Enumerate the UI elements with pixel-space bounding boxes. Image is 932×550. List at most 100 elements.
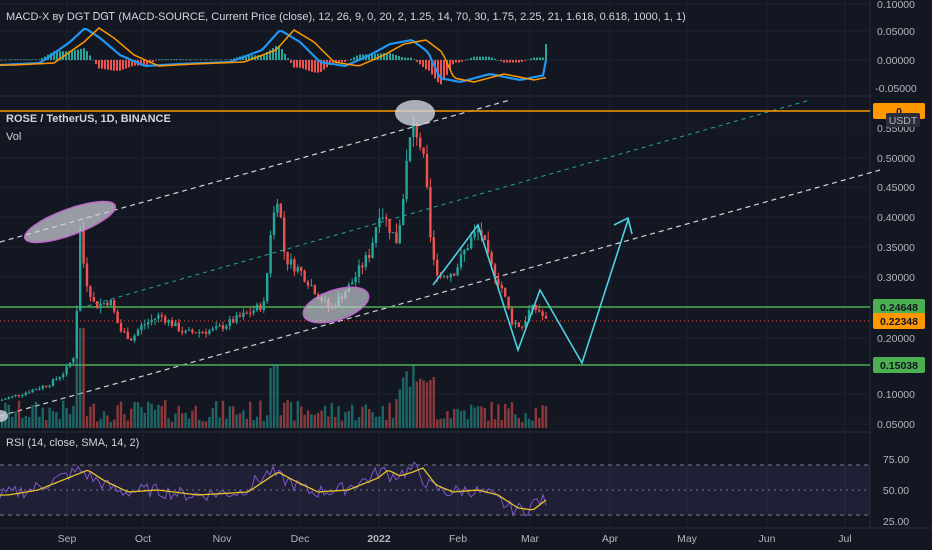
volume-bar <box>408 386 412 428</box>
candle-body <box>191 329 194 333</box>
volume-bar <box>235 414 238 428</box>
macd-histogram-bar <box>86 51 88 60</box>
volume-bar <box>490 401 493 428</box>
candle-body <box>357 265 361 277</box>
volume-bar <box>130 408 133 428</box>
macd-histogram-bar <box>467 59 469 60</box>
volume-bar <box>221 400 225 428</box>
volume-bar <box>402 377 405 428</box>
macd-histogram-bar <box>245 55 247 60</box>
macd-histogram-bar <box>53 51 55 60</box>
volume-bar <box>514 414 517 428</box>
candle-body <box>269 235 272 274</box>
volume-bar <box>245 418 248 428</box>
macd-histogram-bar <box>410 57 412 60</box>
volume-bar <box>456 408 459 428</box>
macd-histogram-bar <box>164 59 166 60</box>
volume-bar <box>92 403 95 428</box>
candle-body <box>408 137 412 161</box>
candle-body <box>65 366 68 375</box>
volume-bar <box>310 414 313 428</box>
time-tick-label: Jun <box>759 533 776 545</box>
macd-histogram-bar <box>128 60 130 68</box>
candle-body <box>106 302 109 306</box>
macd-histogram-bar <box>71 50 73 60</box>
candle-body <box>538 309 541 312</box>
candle-body <box>432 237 435 260</box>
candle-body <box>272 212 276 236</box>
volume-bar <box>167 418 170 428</box>
macd-histogram-bar <box>188 59 190 60</box>
macd-histogram-bar <box>74 50 76 60</box>
candle-body <box>470 237 473 249</box>
candle-body <box>89 286 92 298</box>
macd-histogram-bar <box>512 60 514 63</box>
candle-body <box>21 394 24 396</box>
macd-histogram-bar <box>542 57 544 60</box>
candle-body <box>24 392 27 395</box>
volume-bar <box>476 406 480 428</box>
macd-histogram-bar <box>173 59 175 60</box>
macd-histogram-bar <box>182 59 184 60</box>
volume-bar <box>313 414 316 428</box>
candle-body <box>150 319 153 323</box>
macd-histogram-bar <box>452 60 454 65</box>
rsi-title: RSI (14, close, SMA, 14, 2) <box>6 437 139 449</box>
rsi-tick-label: 25.00 <box>883 516 909 528</box>
candle-body <box>300 267 303 271</box>
macd-histogram-bar <box>41 58 43 60</box>
volume-bar <box>276 364 279 428</box>
candle-body <box>310 285 313 287</box>
candle-body <box>354 276 357 283</box>
volume-bar <box>388 402 391 428</box>
time-tick-label: May <box>677 533 698 545</box>
candle-body <box>11 396 14 398</box>
macd-histogram-bar <box>527 59 529 61</box>
price-tick-label: 0.20000 <box>877 333 915 345</box>
macd-histogram-bar <box>545 44 547 60</box>
volume-bar <box>194 405 197 428</box>
candle-body <box>483 235 486 240</box>
macd-histogram-bar <box>101 60 103 69</box>
volume-bar <box>157 404 160 428</box>
volume-bar <box>293 420 296 428</box>
macd-histogram-bar <box>2 59 4 61</box>
rsi-tick-label: 50.00 <box>883 485 909 497</box>
macd-histogram-bar <box>491 57 493 60</box>
volume-bar <box>116 405 119 428</box>
macd-histogram-bar <box>440 60 442 85</box>
volume-bar <box>371 412 374 428</box>
time-tick-label: Dec <box>291 533 310 545</box>
candle-body <box>351 282 354 285</box>
time-tick-label: Apr <box>602 533 619 545</box>
volume-bar <box>75 328 78 428</box>
macd-histogram-bar <box>533 57 535 60</box>
candle-body <box>72 358 75 363</box>
volume-bar <box>259 400 262 428</box>
macd-histogram-bar <box>539 57 541 60</box>
macd-histogram-bar <box>524 60 526 61</box>
candle-body <box>266 273 269 302</box>
macd-histogram-bar <box>260 55 262 60</box>
candle-body <box>215 326 218 329</box>
candle-body <box>283 217 286 252</box>
macd-histogram-bar <box>386 53 388 60</box>
candle-body <box>232 319 235 323</box>
macd-histogram-bar <box>17 59 19 60</box>
volume-bar <box>361 406 364 428</box>
price-tag-label: 0.15038 <box>880 360 918 372</box>
macd-histogram-bar <box>392 54 394 60</box>
candle-body <box>75 310 78 359</box>
candle-body <box>177 322 180 331</box>
macd-histogram-bar <box>446 60 448 75</box>
volume-bar <box>89 406 92 428</box>
macd-histogram-bar <box>506 60 508 63</box>
volume-bar <box>480 406 483 428</box>
volume-bar <box>225 418 228 428</box>
candle-body <box>524 321 527 328</box>
candle-body <box>361 265 364 268</box>
macd-histogram-bar <box>212 59 214 60</box>
price-tick-label: 0.45000 <box>877 182 915 194</box>
candle-body <box>119 323 123 332</box>
